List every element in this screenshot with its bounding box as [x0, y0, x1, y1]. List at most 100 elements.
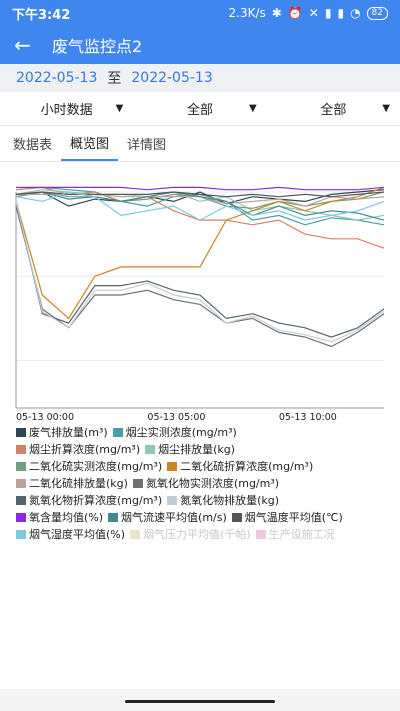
- series-line-11: [15, 191, 385, 221]
- tab-data-table[interactable]: 数据表: [13, 138, 53, 153]
- signal-icon: ▮: [324, 6, 332, 20]
- legend-label: 烟气温度平均值(℃): [244, 511, 343, 524]
- filter-scope[interactable]: 全部 ▼: [267, 92, 400, 125]
- legend-swatch: [16, 462, 26, 471]
- mute-icon: ✕: [308, 6, 319, 20]
- legend-item[interactable]: 二氧化硫实测浓度(mg/m³): [16, 458, 162, 475]
- legend-label: 二氧化硫排放量(kg): [29, 477, 128, 490]
- legend-item[interactable]: 废气排放量(m³): [16, 424, 108, 441]
- legend-row: 二氧化硫实测浓度(mg/m³) 二氧化硫折算浓度(mg/m³): [16, 458, 384, 475]
- legend-row: 烟尘折算浓度(mg/m³) 烟尘排放量(kg): [16, 441, 384, 458]
- date-separator: 至: [107, 71, 122, 87]
- signal2-icon: ▮: [337, 6, 345, 20]
- legend-item[interactable]: 氮氧化物排放量(kg): [167, 492, 279, 509]
- legend-label: 烟气湿度平均值(%): [29, 528, 126, 541]
- legend-swatch: [112, 428, 123, 437]
- legend-swatch: [132, 479, 143, 488]
- legend-item[interactable]: 烟气湿度平均值(%): [16, 526, 125, 543]
- network-speed: 2.3K/s: [228, 6, 266, 20]
- filter-label: 全部: [186, 103, 213, 118]
- filter-data-type[interactable]: 小时数据 ▼: [0, 92, 133, 125]
- legend-item[interactable]: 烟尘折算浓度(mg/m³): [16, 441, 140, 458]
- legend-item[interactable]: 二氧化硫排放量(kg): [16, 475, 128, 492]
- legend-label: 二氧化硫实测浓度(mg/m³): [29, 460, 163, 473]
- legend-item[interactable]: 氧含量均值(%): [16, 509, 103, 526]
- back-arrow-icon[interactable]: ←: [14, 33, 31, 57]
- filter-label: 小时数据: [40, 103, 93, 118]
- filter-category[interactable]: 全部 ▼: [133, 92, 266, 125]
- home-indicator[interactable]: [125, 700, 275, 703]
- series-line-13: [15, 191, 385, 221]
- end-date[interactable]: 2022-05-13: [131, 70, 213, 86]
- status-time: 下午3:42: [12, 7, 71, 23]
- x-tick-label: 05-13 05:00: [147, 412, 205, 420]
- chart-legend: 废气排放量(m³) 烟尘实测浓度(mg/m³) 烟尘折算浓度(mg/m³) 烟尘排放量…: [0, 420, 400, 543]
- legend-swatch: [16, 496, 26, 505]
- legend-swatch: [16, 479, 26, 488]
- filter-label: 全部: [320, 103, 347, 118]
- legend-row: 废气排放量(m³) 烟尘实测浓度(mg/m³): [16, 424, 384, 441]
- legend-item[interactable]: 生产设施工况: [255, 526, 335, 543]
- legend-label: 生产设施工况: [268, 528, 335, 541]
- series-line-7: [15, 205, 385, 348]
- legend-swatch: [167, 462, 178, 471]
- legend-swatch: [130, 530, 141, 539]
- status-icons: 2.3K/s ✱ ⏰ ✕ ▮ ▮ ◔ 82: [229, 6, 388, 20]
- series-line-3: [15, 189, 385, 221]
- series-line-12: [15, 191, 385, 198]
- tab-overview[interactable]: 概览图: [61, 126, 119, 161]
- legend-item[interactable]: 烟气流速平均值(m/s): [108, 509, 227, 526]
- legend-label: 氮氧化物实测浓度(mg/m³): [145, 477, 280, 490]
- start-date[interactable]: 2022-05-13: [16, 70, 98, 86]
- caret-down-icon: ▼: [382, 103, 390, 114]
- legend-swatch: [16, 445, 26, 454]
- legend-row: 氧含量均值(%) 烟气流速平均值(m/s) 烟气温度平均值(℃): [16, 509, 384, 526]
- tab-bar: 数据表 概览图 详情图: [0, 126, 400, 162]
- status-bar: 下午3:42 2.3K/s ✱ ⏰ ✕ ▮ ▮ ◔ 82: [0, 0, 400, 26]
- date-range: 2022-05-13 至 2022-05-13: [0, 64, 400, 92]
- legend-swatch: [16, 513, 26, 522]
- legend-label: 烟气流速平均值(m/s): [121, 511, 227, 524]
- legend-label: 氮氧化物排放量(kg): [180, 494, 280, 507]
- bluetooth-icon: ✱: [271, 6, 282, 20]
- legend-label: 废气排放量(m³): [29, 426, 108, 439]
- legend-label: 二氧化硫折算浓度(mg/m³): [180, 460, 314, 473]
- legend-label: 烟尘排放量(kg): [158, 443, 236, 456]
- legend-row: 烟气湿度平均值(%) 烟气压力平均值(千帕) 生产设施工况: [16, 526, 384, 543]
- legend-swatch: [145, 445, 156, 454]
- legend-swatch: [255, 530, 266, 539]
- legend-swatch: [16, 428, 26, 437]
- series-line-9: [15, 201, 385, 343]
- wifi-icon: ◔: [350, 6, 361, 20]
- legend-item[interactable]: 氮氧化物折算浓度(mg/m³): [16, 492, 162, 509]
- filter-bar: 小时数据 ▼ 全部 ▼ 全部 ▼: [0, 92, 400, 126]
- legend-item[interactable]: 烟气温度平均值(℃): [231, 509, 343, 526]
- legend-swatch: [167, 496, 178, 505]
- legend-item[interactable]: 氮氧化物实测浓度(mg/m³): [132, 475, 280, 492]
- caret-down-icon: ▼: [115, 103, 124, 114]
- chart-area: 05-13 00:00 05-13 05:00 05-13 10:00: [0, 162, 400, 423]
- series-line-10: [16, 186, 385, 191]
- legend-item[interactable]: 烟气压力平均值(千帕): [130, 526, 251, 543]
- legend-item[interactable]: 二氧化硫折算浓度(mg/m³): [167, 458, 313, 475]
- legend-label: 氧含量均值(%): [29, 511, 104, 524]
- legend-label: 氮氧化物折算浓度(mg/m³): [29, 494, 163, 507]
- legend-swatch: [16, 530, 26, 539]
- legend-row: 二氧化硫排放量(kg) 氮氧化物实测浓度(mg/m³): [16, 475, 384, 492]
- x-tick-label: 05-13 00:00: [16, 412, 74, 420]
- app-bar: ← 废气监控点2: [0, 26, 400, 64]
- legend-item[interactable]: 烟尘排放量(kg): [145, 441, 235, 458]
- battery-icon: 82: [366, 6, 388, 20]
- series-line-0: [15, 189, 385, 207]
- caret-down-icon: ▼: [248, 103, 257, 114]
- legend-item[interactable]: 烟尘实测浓度(mg/m³): [112, 424, 237, 441]
- legend-swatch: [108, 513, 119, 522]
- line-chart: 05-13 00:00 05-13 05:00 05-13 10:00: [15, 186, 385, 423]
- legend-label: 烟尘折算浓度(mg/m³): [29, 443, 141, 456]
- tab-detail[interactable]: 详情图: [127, 138, 167, 153]
- legend-swatch: [231, 513, 242, 522]
- legend-row: 氮氧化物折算浓度(mg/m³) 氮氧化物排放量(kg): [16, 492, 384, 509]
- series-line-5: [15, 186, 385, 320]
- legend-label: 烟尘实测浓度(mg/m³): [125, 426, 237, 439]
- x-tick-label: 05-13 10:00: [279, 412, 337, 420]
